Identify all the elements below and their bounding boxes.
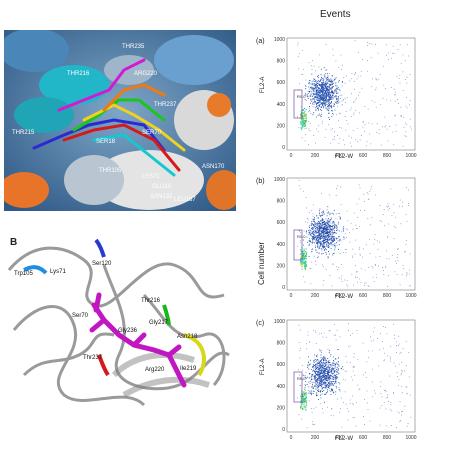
y-tick-label: 1000 [274,177,285,183]
y-tick-label: 400 [277,384,286,390]
y-axis-label: FL2-A [260,359,266,375]
residue-label: GLU10 [152,184,172,190]
panel-b-ribbon: B Trp105 Lys71 Ser120 Ser70 Thr216 Gly23… [4,235,236,411]
residue-label: SER70 [142,130,162,136]
gate-label: R0.0 [297,234,306,239]
scatter-density [297,180,411,287]
panel-letter: B [10,237,17,248]
plot-frame [286,177,416,291]
y-tick-label: 400 [277,102,286,108]
x-axis-label: FL2-W [335,294,353,300]
x-tick-label: 400 [335,153,344,159]
x-tick-label: 0 [290,153,293,159]
residue-label: LEU167 [174,197,196,203]
gate-label: R0.0 [297,376,306,381]
x-tick-label: 200 [311,435,320,441]
residue-label: THR216 [67,71,90,77]
plot-letter: (c) [256,320,264,327]
residue-label: Thr216 [141,298,161,304]
x-axis-label: FL2-W [335,436,353,442]
flow-plot-b: (b) FL2-W 1000 800 600 400 200 0 0 200 400 600 80… [256,177,417,300]
x-tick-label: 1000 [405,293,416,299]
x-tick-label: 200 [311,153,320,159]
y-tick-label: 800 [277,199,286,205]
y-tick-label: 800 [277,341,286,347]
scatter-density [297,40,412,147]
events-title: Events [320,9,351,20]
residue-label: Gly236 [118,328,138,334]
x-tick-label: 600 [359,293,368,299]
scatter-density [297,323,412,429]
ligand-sticks [32,58,186,177]
panel-a-surface: THR235 ARG220 THR216 THR237 THR215 SER18… [4,30,236,211]
residue-label: Asn218 [177,334,198,340]
y-tick-label: 800 [277,59,286,65]
residue-label: Ser120 [92,261,112,267]
x-tick-label: 1000 [405,153,416,159]
ribbon-view: B Trp105 Lys71 Ser120 Ser70 Thr216 Gly23… [4,235,236,411]
ligand-sticks [89,292,187,388]
residue-label: ARG220 [134,71,158,77]
y-tick-label: 200 [277,405,286,411]
residue-label: Thr237 [83,355,103,361]
gate-region [293,89,303,119]
y-tick-label: 200 [277,263,286,269]
x-axis-label: FL2-W [335,154,353,160]
gate-region [293,229,303,261]
residue-label: ASN132 [150,194,173,200]
flow-cytometry-plots: (a) FL2-A FL2-W 1000 800 600 400 200 0 0 200 40… [256,37,417,442]
y-tick-label: 1000 [274,319,285,325]
y-tick-label: 600 [277,220,286,226]
plot-frame [286,37,416,151]
x-tick-label: 0 [290,435,293,441]
residue-label: Gly217 [149,320,169,326]
residue-label: Trp105 [14,271,33,277]
y-tick-label: 0 [282,285,285,291]
residue-label: Ser70 [72,313,89,319]
x-tick-label: 0 [290,293,293,299]
gate-region [293,371,303,403]
plot-letter: (a) [256,38,265,45]
y-tick-label: 0 [282,145,285,151]
y-tick-label: 0 [282,427,285,433]
y-tick-label: 1000 [274,37,285,43]
x-tick-label: 400 [335,293,344,299]
residue-label: Lys71 [50,269,66,275]
x-tick-label: 600 [359,153,368,159]
y-tick-label: 400 [277,242,286,248]
residue-label: SER18 [96,139,116,145]
x-tick-label: 600 [359,435,368,441]
y-tick-label: 200 [277,123,286,129]
surface-view: THR235 ARG220 THR216 THR237 THR215 SER18… [4,30,236,211]
x-tick-label: 200 [311,293,320,299]
y-tick-label: 600 [277,362,286,368]
residue-label: THR105 [99,168,122,174]
residue-label: Ile219 [180,366,197,372]
residue-label: LYS71 [142,174,160,180]
residue-label: ASN170 [202,164,225,170]
residue-label: Arg220 [145,367,165,373]
plot-letter: (b) [256,178,265,185]
y-axis-label: FL2-A [260,77,266,93]
plot-frame [286,319,416,433]
gate-label: R0.0 [297,94,306,99]
flow-plot-a: (a) FL2-A FL2-W 1000 800 600 400 200 0 0 200 40… [256,37,417,160]
x-tick-label: 400 [335,435,344,441]
x-tick-label: 800 [383,153,392,159]
x-tick-label: 800 [383,435,392,441]
x-tick-label: 800 [383,293,392,299]
residue-label: THR235 [122,44,145,50]
flow-plot-c: (c) FL2-A FL2-W 1000 800 600 400 200 0 0 200 40… [256,319,417,442]
residue-label: THR215 [12,130,35,136]
x-tick-label: 1000 [405,435,416,441]
y-tick-label: 600 [277,80,286,86]
residue-label: THR237 [154,102,177,108]
